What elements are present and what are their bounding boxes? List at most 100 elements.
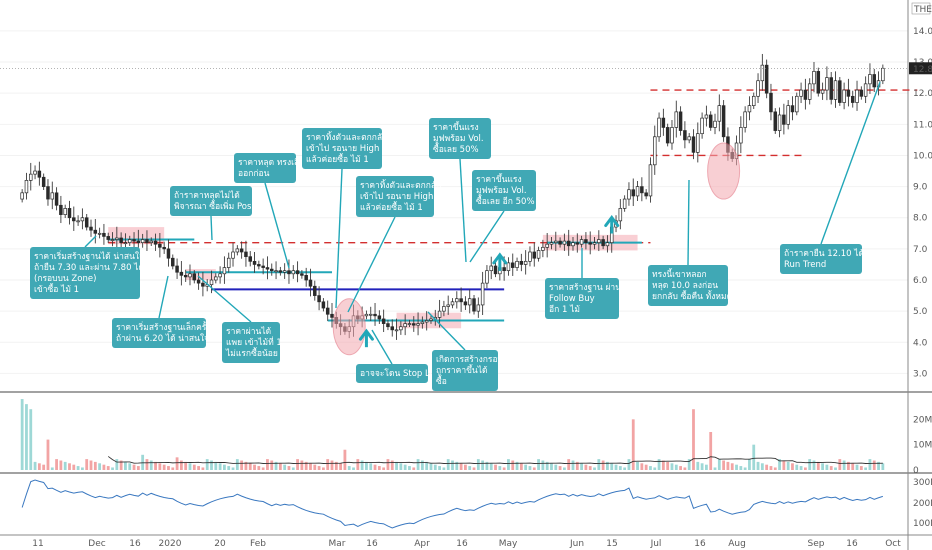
- volume-bar: [373, 464, 377, 470]
- volume-bar: [593, 467, 596, 470]
- volume-bar: [455, 461, 459, 470]
- candle-body: [93, 229, 98, 234]
- candle-body: [407, 323, 412, 325]
- candle-body: [622, 198, 627, 209]
- candle-body: [653, 136, 657, 166]
- callout-pointer: [158, 275, 169, 319]
- callout-text: แล้วค่อยซื้อ ไม้ 1: [306, 153, 369, 165]
- volume-bar: [657, 459, 661, 470]
- candle-body: [480, 282, 485, 306]
- volume-bar: [425, 461, 429, 470]
- time-tick: Dec: [88, 539, 105, 549]
- volume-bar: [352, 467, 355, 470]
- candle-body: [493, 265, 498, 275]
- candle-body: [683, 130, 687, 141]
- volume-bar: [709, 432, 713, 470]
- callout-text: ไม่แรกซื้อน้อย: [225, 347, 278, 359]
- volume-bar: [670, 463, 674, 470]
- candle-body: [59, 204, 63, 215]
- volume-bar: [614, 464, 618, 470]
- volume-bar: [420, 460, 424, 470]
- candle-body: [442, 306, 446, 312]
- candle-body: [696, 133, 700, 153]
- candle-body: [123, 242, 128, 245]
- candle-body: [812, 71, 816, 85]
- candle-body: [304, 274, 308, 281]
- callout-text: มูฟพร้อม Vol.: [433, 133, 484, 144]
- candle-body: [782, 114, 786, 125]
- candle-body: [132, 239, 136, 242]
- volume-bar: [640, 463, 644, 470]
- callout-box: [30, 247, 140, 299]
- volume-bar: [795, 464, 799, 470]
- candle-body: [627, 189, 631, 200]
- candle-body: [485, 270, 489, 284]
- candle-body: [46, 186, 50, 200]
- volume-bar: [438, 466, 441, 470]
- candle-body: [450, 301, 455, 306]
- volume-bar: [296, 459, 299, 470]
- volume-bar: [248, 463, 252, 470]
- callout-pointer: [427, 311, 466, 351]
- price-tick: 11.0: [913, 120, 932, 130]
- callout-text: ยกกลับ ซื้อคืน ทั้งหมด: [652, 290, 732, 302]
- candle-body: [54, 192, 59, 206]
- callout-text: ราคาผ่านได้: [226, 326, 271, 337]
- candle-body: [549, 242, 554, 245]
- candle-body: [571, 242, 575, 247]
- volume-bar: [782, 460, 786, 470]
- volume-pane: 20M 10M 0: [20, 399, 932, 476]
- volume-average-line: [107, 456, 883, 464]
- volume-bar: [287, 466, 291, 470]
- candle-body: [218, 273, 222, 278]
- time-tick: 11: [32, 539, 43, 549]
- candle-body: [89, 226, 93, 231]
- candle-body: [265, 267, 270, 270]
- time-tick: Sep: [808, 539, 825, 549]
- candle-body: [786, 105, 790, 125]
- candle-body: [72, 217, 76, 222]
- candle-body: [846, 89, 851, 97]
- candle-body: [575, 242, 580, 245]
- candle-body: [201, 282, 205, 287]
- volume-bar: [356, 459, 360, 470]
- candle-body: [140, 239, 145, 244]
- volume-bar: [683, 467, 687, 470]
- candle-body: [390, 326, 394, 331]
- volume-bar: [192, 464, 196, 470]
- candle-body: [528, 251, 532, 262]
- candle-body: [231, 251, 235, 259]
- volume-bar: [821, 463, 824, 470]
- candle-body: [270, 268, 274, 272]
- volume-bar: [197, 466, 200, 470]
- volume-bar: [274, 461, 278, 470]
- volume-bar: [85, 459, 89, 470]
- callout-text: ถ้าราคาหลุดไม่ได้: [174, 190, 240, 201]
- candle-body: [562, 240, 567, 245]
- candle-body: [631, 189, 635, 197]
- price-tick: 14.0: [913, 27, 932, 37]
- volume-bar: [167, 466, 170, 470]
- callout-box: [780, 244, 862, 274]
- callout-text: ราคาทิ้งตัวและตกกลับ: [360, 179, 442, 191]
- callout-text: แล้วค่อยซื้อ ไม้ 1: [360, 201, 423, 213]
- volume-bar: [631, 419, 635, 470]
- candle-body: [429, 318, 433, 321]
- candle-body: [519, 260, 524, 265]
- candle-body: [463, 301, 468, 306]
- candle-body: [807, 83, 812, 100]
- volume-bar: [459, 463, 463, 470]
- volume-bar: [519, 463, 523, 470]
- volume-bar: [791, 463, 794, 470]
- candle-body: [855, 89, 859, 103]
- buy-arrows: [358, 215, 620, 348]
- candle-body: [317, 295, 321, 303]
- candle-body: [149, 240, 154, 244]
- obv-line: [21, 479, 883, 529]
- obv-tick: 100M: [913, 519, 932, 529]
- volume-bar: [365, 461, 368, 470]
- volume-bar: [347, 466, 351, 470]
- candle-body: [872, 74, 876, 88]
- candle-body: [110, 239, 115, 241]
